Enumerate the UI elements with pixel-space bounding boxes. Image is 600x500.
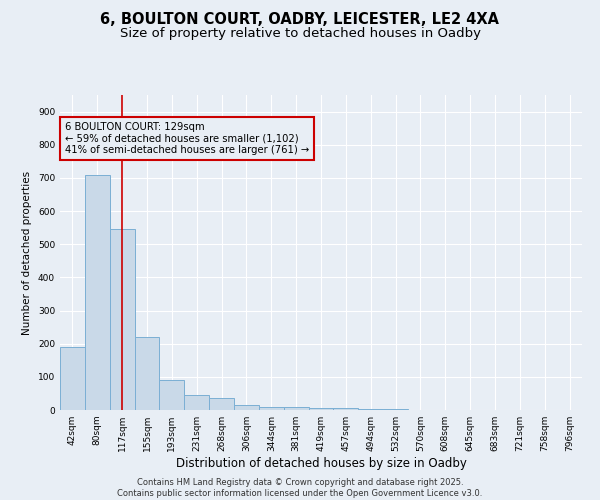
Text: Size of property relative to detached houses in Oadby: Size of property relative to detached ho… bbox=[119, 28, 481, 40]
Text: Contains HM Land Registry data © Crown copyright and database right 2025.
Contai: Contains HM Land Registry data © Crown c… bbox=[118, 478, 482, 498]
X-axis label: Distribution of detached houses by size in Oadby: Distribution of detached houses by size … bbox=[176, 457, 466, 470]
Bar bbox=[85, 174, 110, 410]
Bar bbox=[234, 405, 259, 410]
Bar bbox=[259, 406, 284, 410]
Bar bbox=[284, 406, 308, 410]
Text: 6 BOULTON COURT: 129sqm
← 59% of detached houses are smaller (1,102)
41% of semi: 6 BOULTON COURT: 129sqm ← 59% of detache… bbox=[65, 122, 309, 154]
Bar bbox=[134, 337, 160, 410]
Bar bbox=[209, 398, 234, 410]
Bar bbox=[308, 408, 334, 410]
Bar bbox=[160, 380, 184, 410]
Y-axis label: Number of detached properties: Number of detached properties bbox=[22, 170, 32, 334]
Bar bbox=[110, 230, 134, 410]
Text: 6, BOULTON COURT, OADBY, LEICESTER, LE2 4XA: 6, BOULTON COURT, OADBY, LEICESTER, LE2 … bbox=[101, 12, 499, 28]
Bar bbox=[184, 395, 209, 410]
Bar bbox=[334, 408, 358, 410]
Bar bbox=[60, 347, 85, 410]
